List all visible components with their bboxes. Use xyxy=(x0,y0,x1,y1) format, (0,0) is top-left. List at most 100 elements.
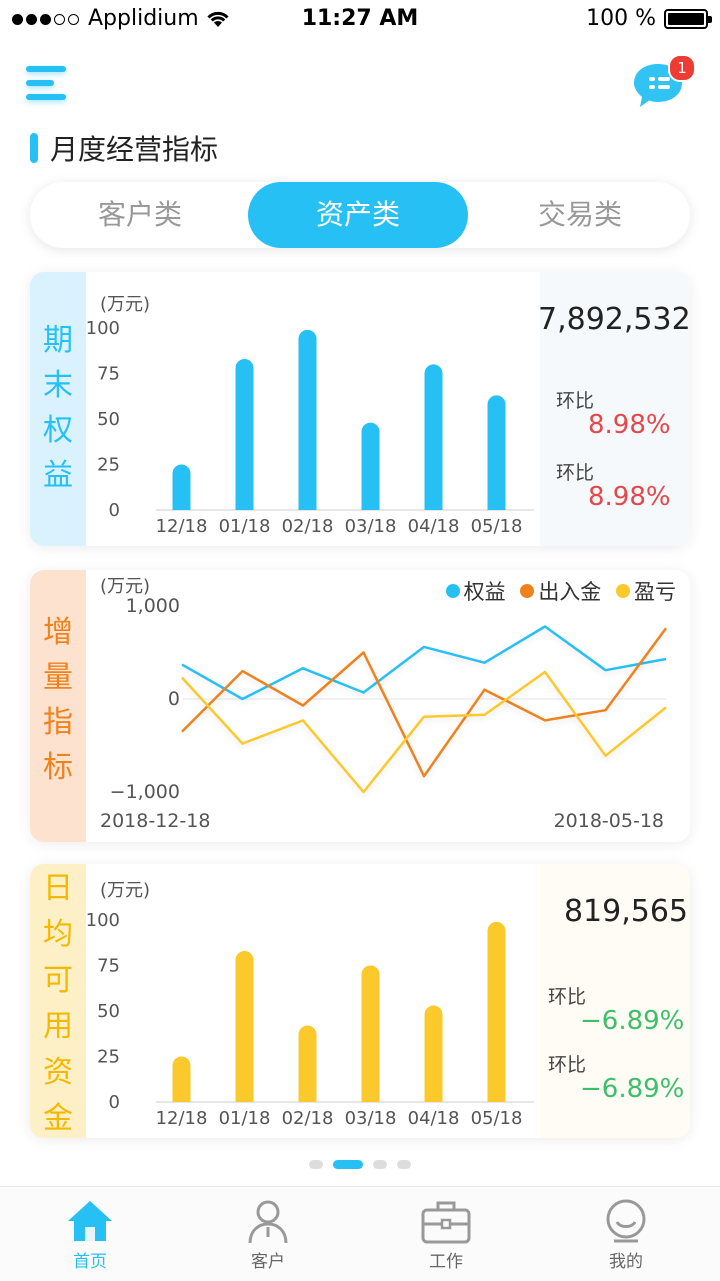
y-tick-label: 100 xyxy=(86,318,120,339)
tabbar-work-label: 工作 xyxy=(429,1252,463,1272)
signal-icon xyxy=(12,6,82,31)
page-dot[interactable] xyxy=(373,1160,387,1169)
x-tick-label: 04/18 xyxy=(408,516,460,537)
bar-base xyxy=(172,1092,191,1102)
daily-funds-card-title: 日均可用资金 xyxy=(30,866,86,1138)
tabbar-mine[interactable]: 我的 xyxy=(536,1187,716,1281)
daily-mom-label-2: 环比 xyxy=(548,1054,587,1076)
equity-card[interactable]: 期末权益 (万元) 0 25 50 75 100 12/18 01/18 02/18 03/18… xyxy=(30,272,690,546)
tabbar-customer-label: 客户 xyxy=(251,1252,285,1272)
x-tick-label: 03/18 xyxy=(345,1108,397,1129)
legend-cashflow: 出入金 xyxy=(538,580,602,604)
increment-legend: 权益 出入金 盈亏 xyxy=(445,576,676,606)
page-dot[interactable] xyxy=(309,1160,323,1169)
carrier-info: Applidium xyxy=(12,6,231,31)
card-title-char: 指 xyxy=(43,705,73,740)
page-dot[interactable] xyxy=(397,1160,411,1169)
bar-base xyxy=(424,1092,443,1102)
equity-card-title: 期末权益 xyxy=(30,318,86,498)
page-dot-active[interactable] xyxy=(333,1160,363,1169)
daily-funds-bar-chart: 0 25 50 75 100 12/18 01/18 02/18 03/18 04/18 05/18 xyxy=(86,910,534,1129)
card-title-char: 量 xyxy=(43,660,73,695)
legend-pnl: 盈亏 xyxy=(634,580,676,604)
card-title-char: 资 xyxy=(43,1055,73,1090)
x-tick-label: 02/18 xyxy=(282,516,334,537)
y-tick-label: 50 xyxy=(97,1001,120,1022)
category-tabs: 客户类 资产类 交易类 xyxy=(30,182,690,248)
clock: 11:27 AM xyxy=(301,6,419,31)
daily-funds-card-side: 日均可用资金 xyxy=(30,864,86,1138)
tab-customer[interactable]: 客户类 xyxy=(97,198,182,231)
daily-funds-card[interactable]: 日均可用资金 (万元) 0 25 50 75 100 12/18 01/18 02/18 03/… xyxy=(30,864,690,1138)
tab-assets[interactable]: 资产类 xyxy=(248,182,468,248)
increment-line-chart: 1,000 0 −1,000 xyxy=(110,595,668,803)
daily-funds-value: 819,565 xyxy=(563,894,688,929)
x-tick-label: 12/18 xyxy=(156,1108,208,1129)
daily-unit: (万元) xyxy=(100,880,151,901)
bar-base xyxy=(424,500,443,510)
bar xyxy=(298,1025,317,1102)
legend-equity: 权益 xyxy=(463,580,506,604)
equity-mom-value-1: 8.98% xyxy=(588,410,671,440)
daily-funds-summary: 819,565 环比 −6.89% 环比 −6.89% xyxy=(540,864,690,1138)
series-line-1 xyxy=(181,627,668,778)
y-tick-label: 25 xyxy=(97,455,120,476)
card-title-char: 可 xyxy=(43,963,73,998)
y-tick-label: −1,000 xyxy=(110,781,180,803)
y-tick-label: 1,000 xyxy=(126,595,180,617)
x-tick-label: 03/18 xyxy=(345,516,397,537)
equity-summary: 7,892,532 环比 8.98% 环比 8.98% xyxy=(538,272,690,546)
bar xyxy=(235,950,254,1102)
x-tick-label: 04/18 xyxy=(408,1108,460,1129)
tabbar-mine-label: 我的 xyxy=(609,1252,643,1272)
bar-base xyxy=(361,1092,380,1102)
bar-base xyxy=(172,500,191,510)
bar xyxy=(298,329,317,510)
card-title-char: 日 xyxy=(43,871,73,906)
tabbar-customer[interactable]: 客户 xyxy=(178,1187,358,1281)
equity-mom-label-1: 环比 xyxy=(556,390,595,412)
card-title-char: 权 xyxy=(43,413,73,448)
equity-mom-label-2: 环比 xyxy=(556,462,595,484)
page-indicator xyxy=(0,1160,720,1169)
y-tick-label: 50 xyxy=(97,409,120,430)
bar xyxy=(172,1056,191,1102)
card-title-char: 用 xyxy=(43,1009,73,1044)
daily-mom-label-1: 环比 xyxy=(548,986,587,1008)
card-title-char: 期 xyxy=(43,323,73,358)
x-tick-label: 01/18 xyxy=(219,516,271,537)
bar-base xyxy=(361,500,380,510)
section-title: 月度经营指标 xyxy=(30,130,218,166)
y-tick-label: 0 xyxy=(109,500,120,521)
card-title-char: 标 xyxy=(43,750,73,785)
y-tick-label: 75 xyxy=(97,364,120,385)
bar-base xyxy=(235,500,254,510)
increment-start-date: 2018-12-18 xyxy=(100,810,211,832)
card-title-char: 末 xyxy=(43,368,73,403)
bar xyxy=(361,965,380,1102)
bar-base xyxy=(487,500,506,510)
notification-badge: 1 xyxy=(668,54,696,82)
equity-bar-chart: 0 25 50 75 100 12/18 01/18 02/18 03/18 04/18 05/18 xyxy=(86,318,534,537)
increment-card[interactable]: 增量指标 (万元) 1,000 0 −1,000 权益 出入金 盈亏 2018-12… xyxy=(30,570,690,842)
tabbar-work[interactable]: 工作 xyxy=(356,1187,536,1281)
person-icon xyxy=(248,1200,288,1244)
bar xyxy=(487,921,506,1102)
increment-card-side: 增量指标 xyxy=(30,570,86,842)
tabbar-home[interactable]: 首页 xyxy=(0,1187,180,1281)
y-tick-label: 100 xyxy=(86,910,120,931)
home-icon xyxy=(68,1201,112,1241)
daily-mom-value-1: −6.89% xyxy=(580,1006,685,1036)
y-tick-label: 25 xyxy=(97,1047,120,1068)
tabbar-home-label: 首页 xyxy=(73,1252,107,1272)
status-bar: Applidium 11:27 AM 100 % xyxy=(0,0,720,42)
x-tick-label: 01/18 xyxy=(219,1108,271,1129)
carrier-name: Applidium xyxy=(88,6,199,31)
card-title-char: 增 xyxy=(43,615,73,650)
bar-base xyxy=(235,1092,254,1102)
menu-icon[interactable] xyxy=(26,64,70,104)
wifi-icon xyxy=(207,11,229,27)
bar xyxy=(361,422,380,510)
tab-trading[interactable]: 交易类 xyxy=(537,198,622,231)
x-tick-label: 05/18 xyxy=(471,516,523,537)
